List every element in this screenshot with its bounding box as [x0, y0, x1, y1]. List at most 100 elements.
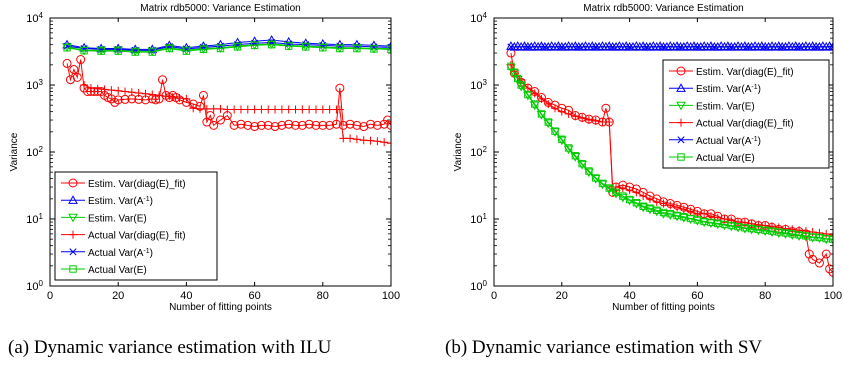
data-point — [506, 60, 515, 69]
x-tick-label: 60 — [691, 290, 703, 302]
x-tick-label: 80 — [317, 290, 329, 302]
data-point — [592, 43, 600, 51]
data-point — [284, 105, 293, 114]
data-point — [564, 144, 573, 152]
x-axis-label: Number of fitting points — [169, 302, 272, 313]
y-tick-label: 104 — [470, 11, 487, 26]
legend-marker — [676, 101, 686, 111]
data-point — [645, 205, 655, 215]
x-tick-label: 20 — [556, 290, 568, 302]
data-point — [536, 111, 547, 120]
data-point — [575, 43, 583, 51]
data-point — [795, 226, 804, 235]
data-point — [632, 188, 641, 197]
legend-marker — [677, 136, 685, 144]
data-point — [277, 105, 286, 114]
data-point — [189, 104, 198, 113]
data-point — [652, 197, 661, 206]
data-point — [366, 136, 375, 145]
data-point — [828, 236, 833, 245]
legend: Estim. Var(diag(E)_fit) Estim. Var(A-1) Es… — [662, 59, 830, 169]
data-point — [325, 105, 334, 114]
data-point — [325, 120, 335, 130]
data-point — [638, 203, 649, 213]
legend-label: Actual Var(diag(E)_fit) — [696, 119, 794, 130]
data-point — [577, 160, 587, 170]
data-point — [544, 100, 553, 109]
data-point — [618, 184, 627, 193]
data-point — [747, 219, 756, 228]
series-4 — [507, 43, 833, 51]
data-point — [740, 218, 749, 227]
data-point — [727, 216, 736, 225]
data-point — [700, 209, 709, 218]
data-point — [165, 44, 174, 53]
data-point — [744, 43, 752, 51]
data-point — [625, 186, 634, 195]
y-tick-label: 100 — [26, 279, 43, 294]
data-point — [598, 179, 607, 188]
data-point — [550, 128, 560, 137]
data-point — [352, 135, 361, 144]
legend-label: Estim. Var(diag(E)_fit) — [88, 179, 186, 190]
data-point — [373, 137, 382, 146]
data-point — [359, 122, 369, 132]
data-point — [642, 43, 651, 51]
y-tick-label: 102 — [26, 145, 43, 160]
data-point — [83, 86, 93, 96]
data-point — [250, 122, 260, 132]
data-point — [609, 43, 617, 51]
data-point — [380, 138, 389, 147]
data-point — [788, 225, 797, 234]
data-point — [284, 119, 294, 129]
data-point — [359, 136, 368, 145]
data-point — [69, 65, 79, 75]
data-point — [236, 119, 246, 129]
data-point — [114, 47, 122, 55]
legend-marker — [676, 66, 686, 76]
legend-marker — [68, 213, 78, 223]
legend: Estim. Var(diag(E)_fit) Estim. Var(A-1) Es… — [54, 171, 218, 281]
data-point — [386, 120, 391, 130]
chart-title: Matrix rdb5000: Variance Estimation — [583, 3, 743, 14]
data-point — [305, 105, 314, 114]
data-point — [605, 118, 614, 127]
data-point — [564, 109, 573, 118]
data-point — [767, 222, 776, 231]
data-point — [612, 188, 620, 197]
data-point — [659, 199, 668, 208]
data-point — [825, 264, 833, 274]
data-point — [267, 40, 276, 49]
data-point — [699, 218, 710, 228]
chart-panel-1: Matrix rdb5000: Variance Estimation 0 20 40… — [453, 3, 842, 313]
x-tick-label: 100 — [824, 290, 842, 302]
data-point — [270, 122, 280, 132]
data-point — [257, 105, 266, 114]
data-point — [761, 221, 770, 230]
data-point — [517, 81, 525, 89]
data-point — [578, 114, 587, 123]
data-point — [808, 227, 817, 236]
data-point — [271, 105, 280, 114]
data-point — [801, 227, 810, 236]
legend-label: Actual Var(E) — [696, 153, 755, 164]
data-point — [666, 201, 675, 210]
data-point — [529, 101, 540, 111]
data-point — [168, 93, 177, 102]
data-point — [127, 88, 136, 97]
legend-marker — [69, 230, 77, 239]
data-point — [761, 43, 769, 51]
data-point — [541, 43, 549, 51]
legend-marker — [69, 265, 77, 273]
series-5 — [63, 40, 391, 56]
data-point — [551, 104, 560, 113]
data-point — [148, 48, 157, 56]
data-point — [570, 153, 581, 162]
data-point — [93, 84, 102, 93]
data-point — [591, 117, 600, 126]
y-tick-label: 104 — [26, 11, 43, 26]
data-point — [196, 104, 205, 113]
data-point — [672, 212, 682, 222]
legend-label: Estim. Var(A-1) — [88, 196, 153, 208]
data-point — [778, 43, 786, 51]
